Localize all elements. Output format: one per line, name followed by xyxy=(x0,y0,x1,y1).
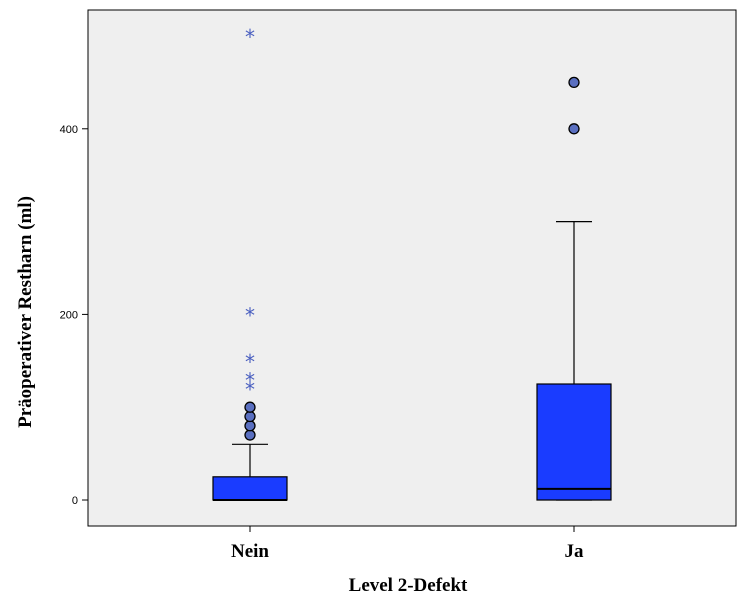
x-axis-title: Level 2-Defekt xyxy=(349,575,468,596)
y-tick-label: 200 xyxy=(60,309,78,321)
x-category-label: Nein xyxy=(231,541,269,562)
extreme-point: * xyxy=(245,25,255,49)
extreme-point: * xyxy=(245,368,255,392)
outlier-point xyxy=(568,76,580,89)
y-tick-label: 400 xyxy=(60,124,78,136)
extreme-point: * xyxy=(245,350,255,374)
outlier-point xyxy=(244,429,256,441)
y-axis-title: Präoperativer Restharn (ml) xyxy=(15,196,36,428)
box xyxy=(212,476,288,501)
plot-area xyxy=(87,9,737,527)
outlier-point xyxy=(568,123,580,135)
y-tick-label: 0 xyxy=(72,495,78,507)
box xyxy=(536,383,612,501)
outlier-point xyxy=(244,401,256,413)
x-category-label: Ja xyxy=(565,541,585,562)
outlier-point xyxy=(244,410,256,423)
outlier-point xyxy=(244,420,256,432)
extreme-point: * xyxy=(245,378,255,402)
extreme-point: * xyxy=(245,303,255,327)
